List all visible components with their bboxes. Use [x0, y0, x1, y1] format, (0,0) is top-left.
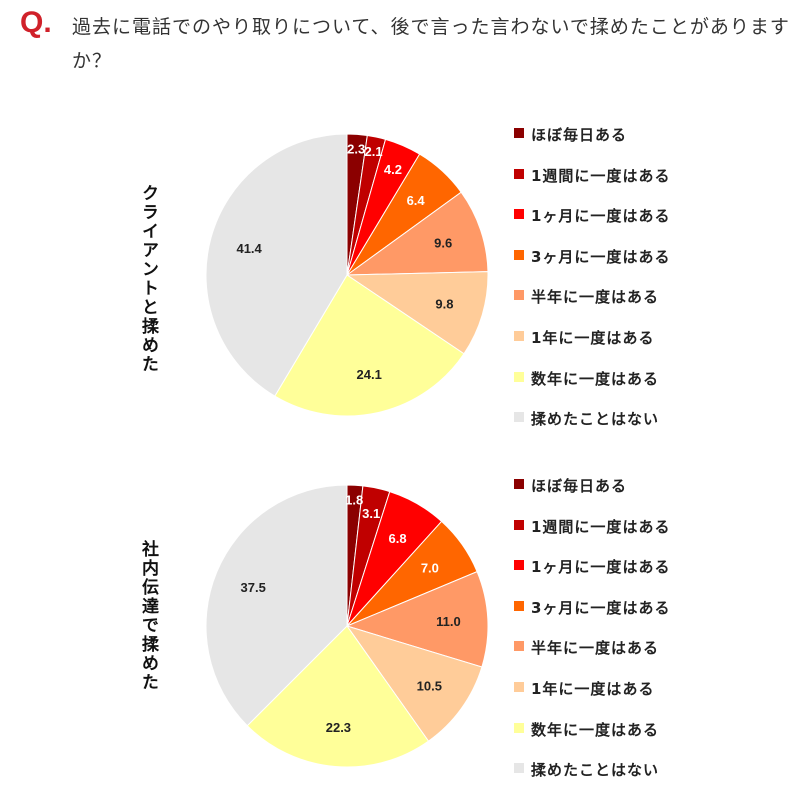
data-label: 10.5 [417, 678, 442, 693]
legend-client: ほぼ毎日ある 1週間に一度はある 1ヶ月に一度はある 3ヶ月に一度はある 半年に一度はあ… [514, 124, 670, 449]
data-label: 1.8 [345, 492, 363, 507]
legend-item: 1年に一度はある [514, 327, 670, 368]
legend-swatch [514, 681, 524, 692]
pie-slice [205, 133, 348, 397]
legend-item: 半年に一度はある [514, 286, 670, 327]
legend-item: 半年に一度はある [514, 637, 670, 678]
pie-title-internal: 社内伝達で揉めた [138, 540, 158, 692]
data-label: 6.4 [407, 193, 426, 208]
legend-label: 半年に一度はある [531, 639, 660, 658]
data-label: 41.4 [236, 241, 262, 256]
legend-swatch [514, 722, 524, 733]
legend-label: 数年に一度はある [531, 369, 660, 388]
pie-slice [274, 274, 465, 417]
legend-internal: ほぼ毎日ある 1週間に一度はある 1ヶ月に一度はある 3ヶ月に一度はある 半年に一度はあ… [514, 475, 670, 797]
legend-swatch [514, 641, 524, 652]
legend-item: ほぼ毎日ある [514, 475, 670, 516]
legend-item: 1ヶ月に一度はある [514, 556, 670, 597]
legend-swatch [514, 560, 524, 571]
legend-label: 1年に一度はある [531, 328, 655, 347]
legend-label: 1年に一度はある [531, 679, 655, 698]
legend-item: 3ヶ月に一度はある [514, 246, 670, 287]
legend-label: ほぼ毎日ある [531, 126, 628, 144]
legend-item: 揉めたことはない [514, 759, 670, 797]
data-label: 3.1 [362, 506, 380, 521]
legend-label: 3ヶ月に一度はある [531, 247, 671, 266]
legend-swatch [514, 249, 524, 260]
legend-swatch [514, 519, 524, 530]
pie-slice [345, 271, 489, 355]
data-label: 2.3 [347, 141, 365, 156]
data-label: 37.5 [241, 580, 266, 595]
legend-swatch [514, 600, 524, 611]
legend-label: 揉めたことはない [531, 410, 660, 429]
pie-slice [345, 191, 489, 276]
legend-item: 数年に一度はある [514, 719, 670, 760]
pie-slice [246, 625, 430, 768]
legend-item: 1週間に一度はある [514, 516, 670, 557]
pie-slice [345, 625, 483, 742]
legend-label: 半年に一度はある [531, 288, 660, 307]
data-label: 6.8 [389, 531, 407, 546]
legend-swatch [514, 290, 524, 301]
legend-label: ほぼ毎日ある [531, 477, 628, 495]
data-label: 2.1 [365, 144, 383, 159]
data-label: 7.0 [421, 560, 439, 575]
legend-item: 揉めたことはない [514, 408, 670, 449]
legend-swatch [514, 412, 524, 423]
legend-item: 数年に一度はある [514, 368, 670, 409]
legend-item: 3ヶ月に一度はある [514, 597, 670, 638]
pie-title-client: クライアントと揉めた [138, 184, 158, 374]
pie-slice [205, 484, 348, 727]
question-text: 過去に電話でのやり取りについて、後で言った言わないで揉めたことがありますか？ [72, 16, 790, 72]
data-label: 22.3 [326, 720, 351, 735]
legend-swatch [514, 479, 524, 489]
question-marker: Q. [20, 6, 52, 39]
legend-item: 1ヶ月に一度はある [514, 205, 670, 246]
data-label: 24.1 [357, 367, 382, 382]
data-label: 9.6 [434, 236, 452, 251]
legend-swatch [514, 128, 524, 138]
legend-swatch [514, 330, 524, 341]
legend-item: ほぼ毎日ある [514, 124, 670, 165]
legend-label: 1ヶ月に一度はある [531, 207, 671, 226]
data-label: 11.0 [436, 614, 461, 629]
legend-swatch [514, 371, 524, 382]
legend-label: 数年に一度はある [531, 720, 660, 739]
legend-label: 1ヶ月に一度はある [531, 558, 671, 577]
legend-swatch [514, 209, 524, 220]
legend-swatch [514, 168, 524, 179]
legend-label: 1週間に一度はある [531, 517, 671, 536]
legend-label: 揉めたことはない [531, 761, 660, 780]
legend-item: 1年に一度はある [514, 678, 670, 719]
pie-slice [345, 570, 489, 668]
legend-swatch [514, 763, 524, 774]
legend-label: 1週間に一度はある [531, 166, 671, 185]
data-label: 9.8 [435, 297, 453, 312]
legend-item: 1週間に一度はある [514, 165, 670, 206]
legend-label: 3ヶ月に一度はある [531, 598, 671, 617]
data-label: 4.2 [384, 162, 402, 177]
